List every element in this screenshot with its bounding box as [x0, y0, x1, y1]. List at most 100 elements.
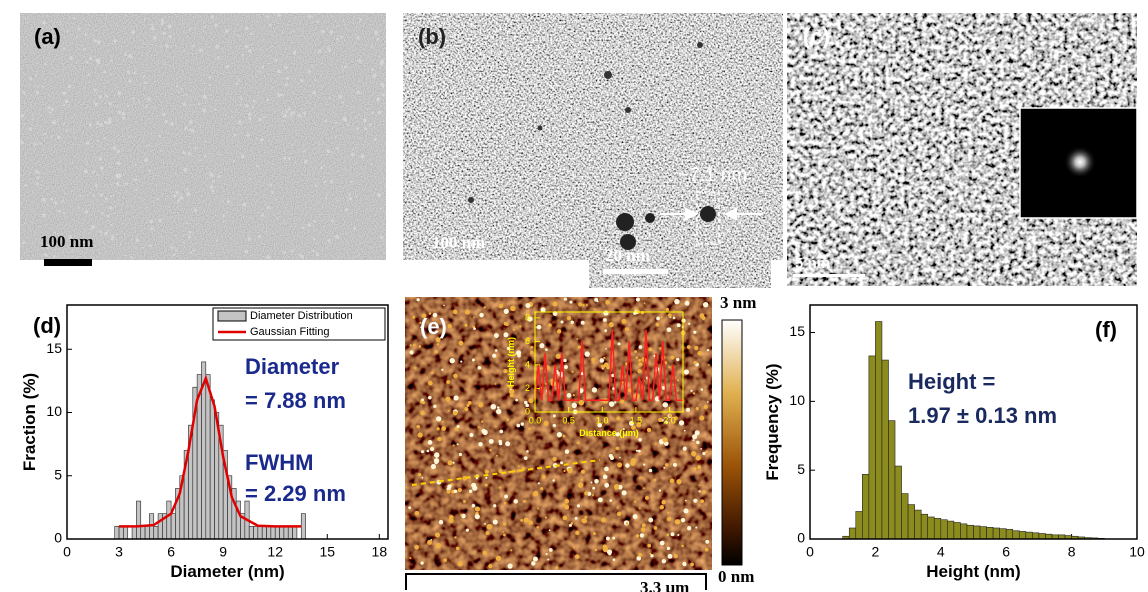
particle: [665, 307, 670, 312]
particle: [695, 455, 701, 461]
particle: [455, 546, 460, 551]
particle: [452, 410, 458, 416]
particle: [247, 237, 252, 241]
particle: [122, 116, 126, 120]
particle: [188, 128, 192, 132]
particle: [525, 303, 531, 309]
y-tick-label: 0: [797, 530, 805, 546]
particle: [452, 309, 458, 315]
bar: [1032, 532, 1040, 540]
particle: [608, 453, 613, 458]
scale-bar: [44, 259, 92, 266]
particle: [662, 402, 669, 408]
particle: [645, 496, 649, 500]
tem-clusters: [468, 42, 703, 203]
particle: [239, 104, 242, 106]
particle: [215, 239, 219, 242]
particle: [64, 99, 69, 104]
bar: [979, 526, 987, 540]
x-axis-label: Height (nm): [926, 562, 1020, 581]
particle: [503, 533, 506, 537]
particle: [480, 420, 484, 423]
annotation: FWHM: [245, 450, 313, 475]
particle: [324, 196, 328, 200]
particle: [573, 546, 576, 549]
particle: [250, 32, 254, 36]
x-tick-label: 2: [872, 544, 880, 560]
particle: [191, 129, 195, 133]
particle: [419, 321, 422, 324]
particle: [682, 446, 687, 451]
particle: [323, 180, 327, 184]
particle: [151, 23, 153, 26]
particle: [475, 477, 479, 480]
particle: [259, 48, 262, 50]
bar: [1005, 529, 1014, 540]
particle: [430, 371, 434, 375]
particle: [93, 39, 97, 43]
particle: [215, 45, 219, 49]
particle: [144, 158, 148, 163]
particle: [483, 306, 486, 309]
particle: [246, 133, 250, 137]
particle: [172, 253, 176, 257]
particle: [180, 88, 183, 91]
particle: [690, 562, 694, 567]
particle: [186, 192, 191, 197]
particle: [88, 24, 90, 27]
particle: [604, 482, 610, 488]
chart: 0.0 0.5 1.0 1.5 2.0 0 2 4 6 8 Distance (μm) Height …: [506, 311, 684, 438]
particle: [648, 517, 654, 523]
particle: [110, 223, 113, 227]
particle: [371, 112, 374, 115]
particle: [325, 51, 328, 54]
particle: [471, 358, 475, 362]
particle: [317, 49, 322, 53]
particle: [555, 353, 561, 359]
particle: [477, 426, 480, 429]
particle: [498, 303, 504, 309]
particle: [128, 79, 132, 83]
particle: [197, 102, 201, 106]
particle: [106, 214, 110, 218]
particle: [320, 166, 324, 170]
particle: [695, 526, 698, 529]
particle: [92, 194, 95, 197]
particle: [38, 172, 40, 175]
particle: [225, 29, 229, 33]
particle: [633, 500, 637, 504]
particle: [416, 424, 420, 429]
particle: [576, 441, 580, 445]
particle: [109, 206, 113, 210]
bar: [973, 525, 981, 540]
particle: [265, 230, 268, 233]
particle: [258, 235, 261, 239]
particle: [242, 202, 247, 207]
particle: [432, 312, 438, 318]
particle: [186, 221, 189, 225]
line: [534, 329, 683, 401]
particle: [123, 254, 127, 257]
particle: [156, 198, 159, 201]
particle: [592, 360, 595, 364]
particle: [576, 504, 581, 508]
particle: [376, 97, 381, 101]
x-axis-label: Diameter (nm): [170, 562, 284, 581]
particle: [274, 198, 277, 201]
particle: [175, 84, 179, 88]
particle: [545, 348, 548, 352]
particle: [377, 193, 382, 198]
particle: [329, 30, 334, 34]
particle: [290, 115, 293, 118]
particle: [77, 27, 81, 31]
particle: [674, 298, 680, 305]
particle: [694, 345, 699, 351]
particle: [148, 144, 151, 147]
particle: [638, 358, 642, 362]
particle: [630, 460, 636, 466]
particle: [314, 79, 317, 82]
particle: [115, 173, 120, 178]
particle: [617, 462, 623, 468]
particle: [582, 304, 585, 307]
particle: [304, 159, 308, 164]
